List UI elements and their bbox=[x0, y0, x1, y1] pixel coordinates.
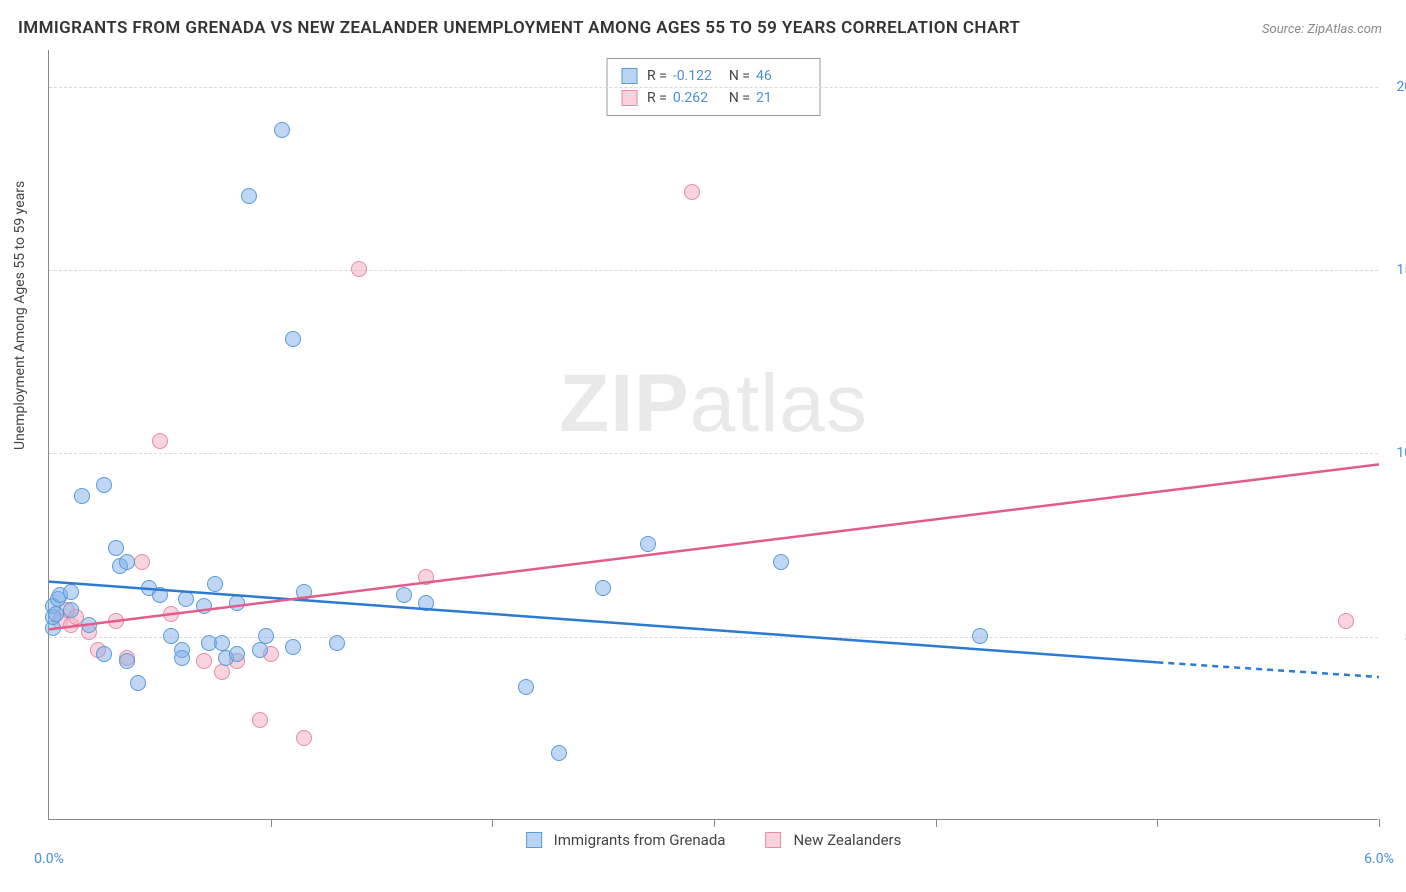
data-point bbox=[329, 635, 345, 651]
x-tick bbox=[936, 819, 937, 827]
r-value: 0.262 bbox=[673, 90, 723, 106]
gridline bbox=[49, 270, 1378, 271]
x-tick bbox=[1157, 819, 1158, 827]
data-point bbox=[640, 536, 656, 552]
y-tick-label: 10.0% bbox=[1396, 445, 1406, 461]
x-tick bbox=[271, 819, 272, 827]
legend-row: R = -0.122 N = 46 bbox=[621, 65, 806, 87]
y-tick-label: 20.0% bbox=[1396, 79, 1406, 95]
n-value: 21 bbox=[756, 90, 806, 106]
chart-title: IMMIGRANTS FROM GRENADA VS NEW ZEALANDER… bbox=[18, 18, 1020, 38]
legend-label: Immigrants from Grenada bbox=[554, 831, 726, 849]
data-point bbox=[418, 569, 434, 585]
legend-label: New Zealanders bbox=[793, 831, 901, 849]
data-point bbox=[551, 745, 567, 761]
legend-swatch bbox=[765, 832, 781, 848]
legend-item: Immigrants from Grenada bbox=[526, 831, 726, 849]
data-point bbox=[178, 591, 194, 607]
data-point bbox=[119, 653, 135, 669]
data-point bbox=[241, 188, 257, 204]
r-label: R = bbox=[647, 90, 667, 106]
data-point bbox=[229, 646, 245, 662]
data-point bbox=[684, 184, 700, 200]
data-point bbox=[152, 433, 168, 449]
x-tick bbox=[714, 819, 715, 827]
data-point bbox=[119, 554, 135, 570]
y-tick-label: 15.0% bbox=[1396, 262, 1406, 278]
legend-row: R = 0.262 N = 21 bbox=[621, 87, 806, 109]
data-point bbox=[81, 617, 97, 633]
data-point bbox=[351, 261, 367, 277]
x-tick-label: 0.0% bbox=[34, 851, 64, 867]
data-point bbox=[518, 679, 534, 695]
n-label: N = bbox=[729, 68, 750, 84]
series-legend: Immigrants from Grenada New Zealanders bbox=[526, 831, 902, 849]
data-point bbox=[285, 331, 301, 347]
y-axis-label: Unemployment Among Ages 55 to 59 years bbox=[12, 181, 28, 450]
data-point bbox=[296, 584, 312, 600]
data-point bbox=[74, 488, 90, 504]
x-tick bbox=[1379, 819, 1380, 827]
data-point bbox=[108, 540, 124, 556]
data-point bbox=[595, 580, 611, 596]
data-point bbox=[285, 639, 301, 655]
gridline bbox=[49, 637, 1378, 638]
data-point bbox=[296, 730, 312, 746]
legend-swatch bbox=[621, 68, 637, 84]
data-point bbox=[274, 122, 290, 138]
data-point bbox=[108, 613, 124, 629]
legend-swatch bbox=[526, 832, 542, 848]
source-attribution: Source: ZipAtlas.com bbox=[1262, 22, 1382, 37]
data-point bbox=[196, 598, 212, 614]
data-point bbox=[214, 635, 230, 651]
data-point bbox=[130, 675, 146, 691]
data-point bbox=[972, 628, 988, 644]
data-point bbox=[96, 477, 112, 493]
data-point bbox=[252, 642, 268, 658]
data-point bbox=[163, 606, 179, 622]
data-point bbox=[396, 587, 412, 603]
r-value: -0.122 bbox=[673, 68, 723, 84]
trendlines bbox=[49, 50, 1379, 820]
data-point bbox=[152, 587, 168, 603]
chart-plot-area: ZIPatlas R =-0.122N =46R =0.262N =21 Imm… bbox=[48, 50, 1378, 820]
watermark: ZIPatlas bbox=[559, 357, 868, 451]
data-point bbox=[174, 650, 190, 666]
gridline bbox=[49, 87, 1378, 88]
data-point bbox=[196, 653, 212, 669]
data-point bbox=[96, 646, 112, 662]
data-point bbox=[48, 606, 64, 622]
r-label: R = bbox=[647, 68, 667, 84]
data-point bbox=[214, 664, 230, 680]
data-point bbox=[63, 602, 79, 618]
data-point bbox=[252, 712, 268, 728]
n-value: 46 bbox=[756, 68, 806, 84]
data-point bbox=[258, 628, 274, 644]
n-label: N = bbox=[729, 90, 750, 106]
data-point bbox=[207, 576, 223, 592]
data-point bbox=[773, 554, 789, 570]
gridline bbox=[49, 453, 1378, 454]
data-point bbox=[418, 595, 434, 611]
data-point bbox=[1338, 613, 1354, 629]
data-point bbox=[134, 554, 150, 570]
x-tick-label: 6.0% bbox=[1364, 851, 1394, 867]
legend-item: New Zealanders bbox=[765, 831, 901, 849]
x-tick bbox=[492, 819, 493, 827]
data-point bbox=[229, 595, 245, 611]
legend-swatch bbox=[621, 90, 637, 106]
data-point bbox=[163, 628, 179, 644]
data-point bbox=[63, 584, 79, 600]
